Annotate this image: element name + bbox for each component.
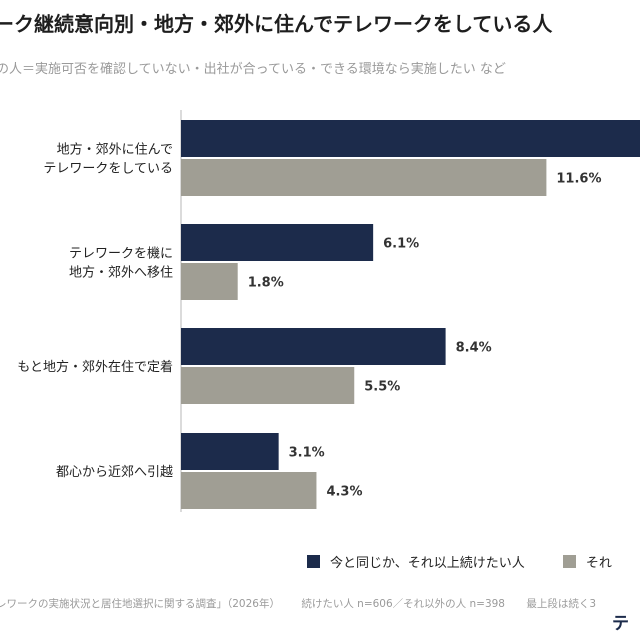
data-label: 6.1% <box>383 237 419 252</box>
bar-series1 <box>181 433 279 470</box>
data-label: 3.1% <box>289 446 325 461</box>
bar-series1 <box>181 328 446 365</box>
chart-subtitle: の人＝実施可否を確認していない・出社が合っている・できる環境なら実施したい など <box>0 62 506 77</box>
footer-sample: 続けたい人 n=606／それ以外の人 n=398 <box>301 598 505 610</box>
bar-chart: 地方・郊外に住んでテレワークをしている 11.6% テレワークを機に地方・郊外へ移住… <box>17 110 640 512</box>
legend-label-series1: 今と同じか、それ以上続けたい人 <box>330 556 525 571</box>
footer-source: レワークの実施状況と居住地選択に関する調査」（2026年） <box>0 598 280 610</box>
data-label: 4.3% <box>326 485 362 500</box>
data-label: 8.4% <box>456 341 492 356</box>
bar-series2 <box>181 159 547 196</box>
brand-logo-text: テ <box>612 614 629 634</box>
category-label: テレワークをしている <box>43 162 173 177</box>
category-label: 都心から近郊へ引越 <box>56 464 173 480</box>
bar-series2 <box>181 263 238 300</box>
legend: 今と同じか、それ以上続けたい人 それ <box>307 552 640 572</box>
legend-swatch-series1 <box>307 555 320 568</box>
legend-item-series2: それ <box>562 552 612 571</box>
bar-series1 <box>181 120 640 157</box>
legend-item-series1: 今と同じか、それ以上続けたい人 <box>307 552 525 571</box>
data-label: 11.6% <box>556 172 601 187</box>
data-label: 1.8% <box>248 276 284 291</box>
bar-series1 <box>181 224 374 261</box>
footer-extra: 最上段は続く3 <box>526 598 597 610</box>
legend-label-series2: それ <box>585 556 612 571</box>
bar-series2 <box>181 367 355 404</box>
category-label: 地方・郊外に住んで <box>57 142 173 158</box>
footer-note: レワークの実施状況と居住地選択に関する調査」（2026年） 続けたい人 n=60… <box>0 596 614 611</box>
category-label: 地方・郊外へ移住 <box>69 265 173 281</box>
legend-swatch-series2 <box>562 555 576 568</box>
bar-series2 <box>181 472 317 509</box>
category-label: もと地方・郊外在住で定着 <box>17 359 173 375</box>
data-label: 5.5% <box>364 380 400 395</box>
category-label: テレワークを機に <box>69 247 173 262</box>
chart-title: ーク継続意向別・地方・郊外に住んでテレワークをしている人 <box>0 12 553 36</box>
